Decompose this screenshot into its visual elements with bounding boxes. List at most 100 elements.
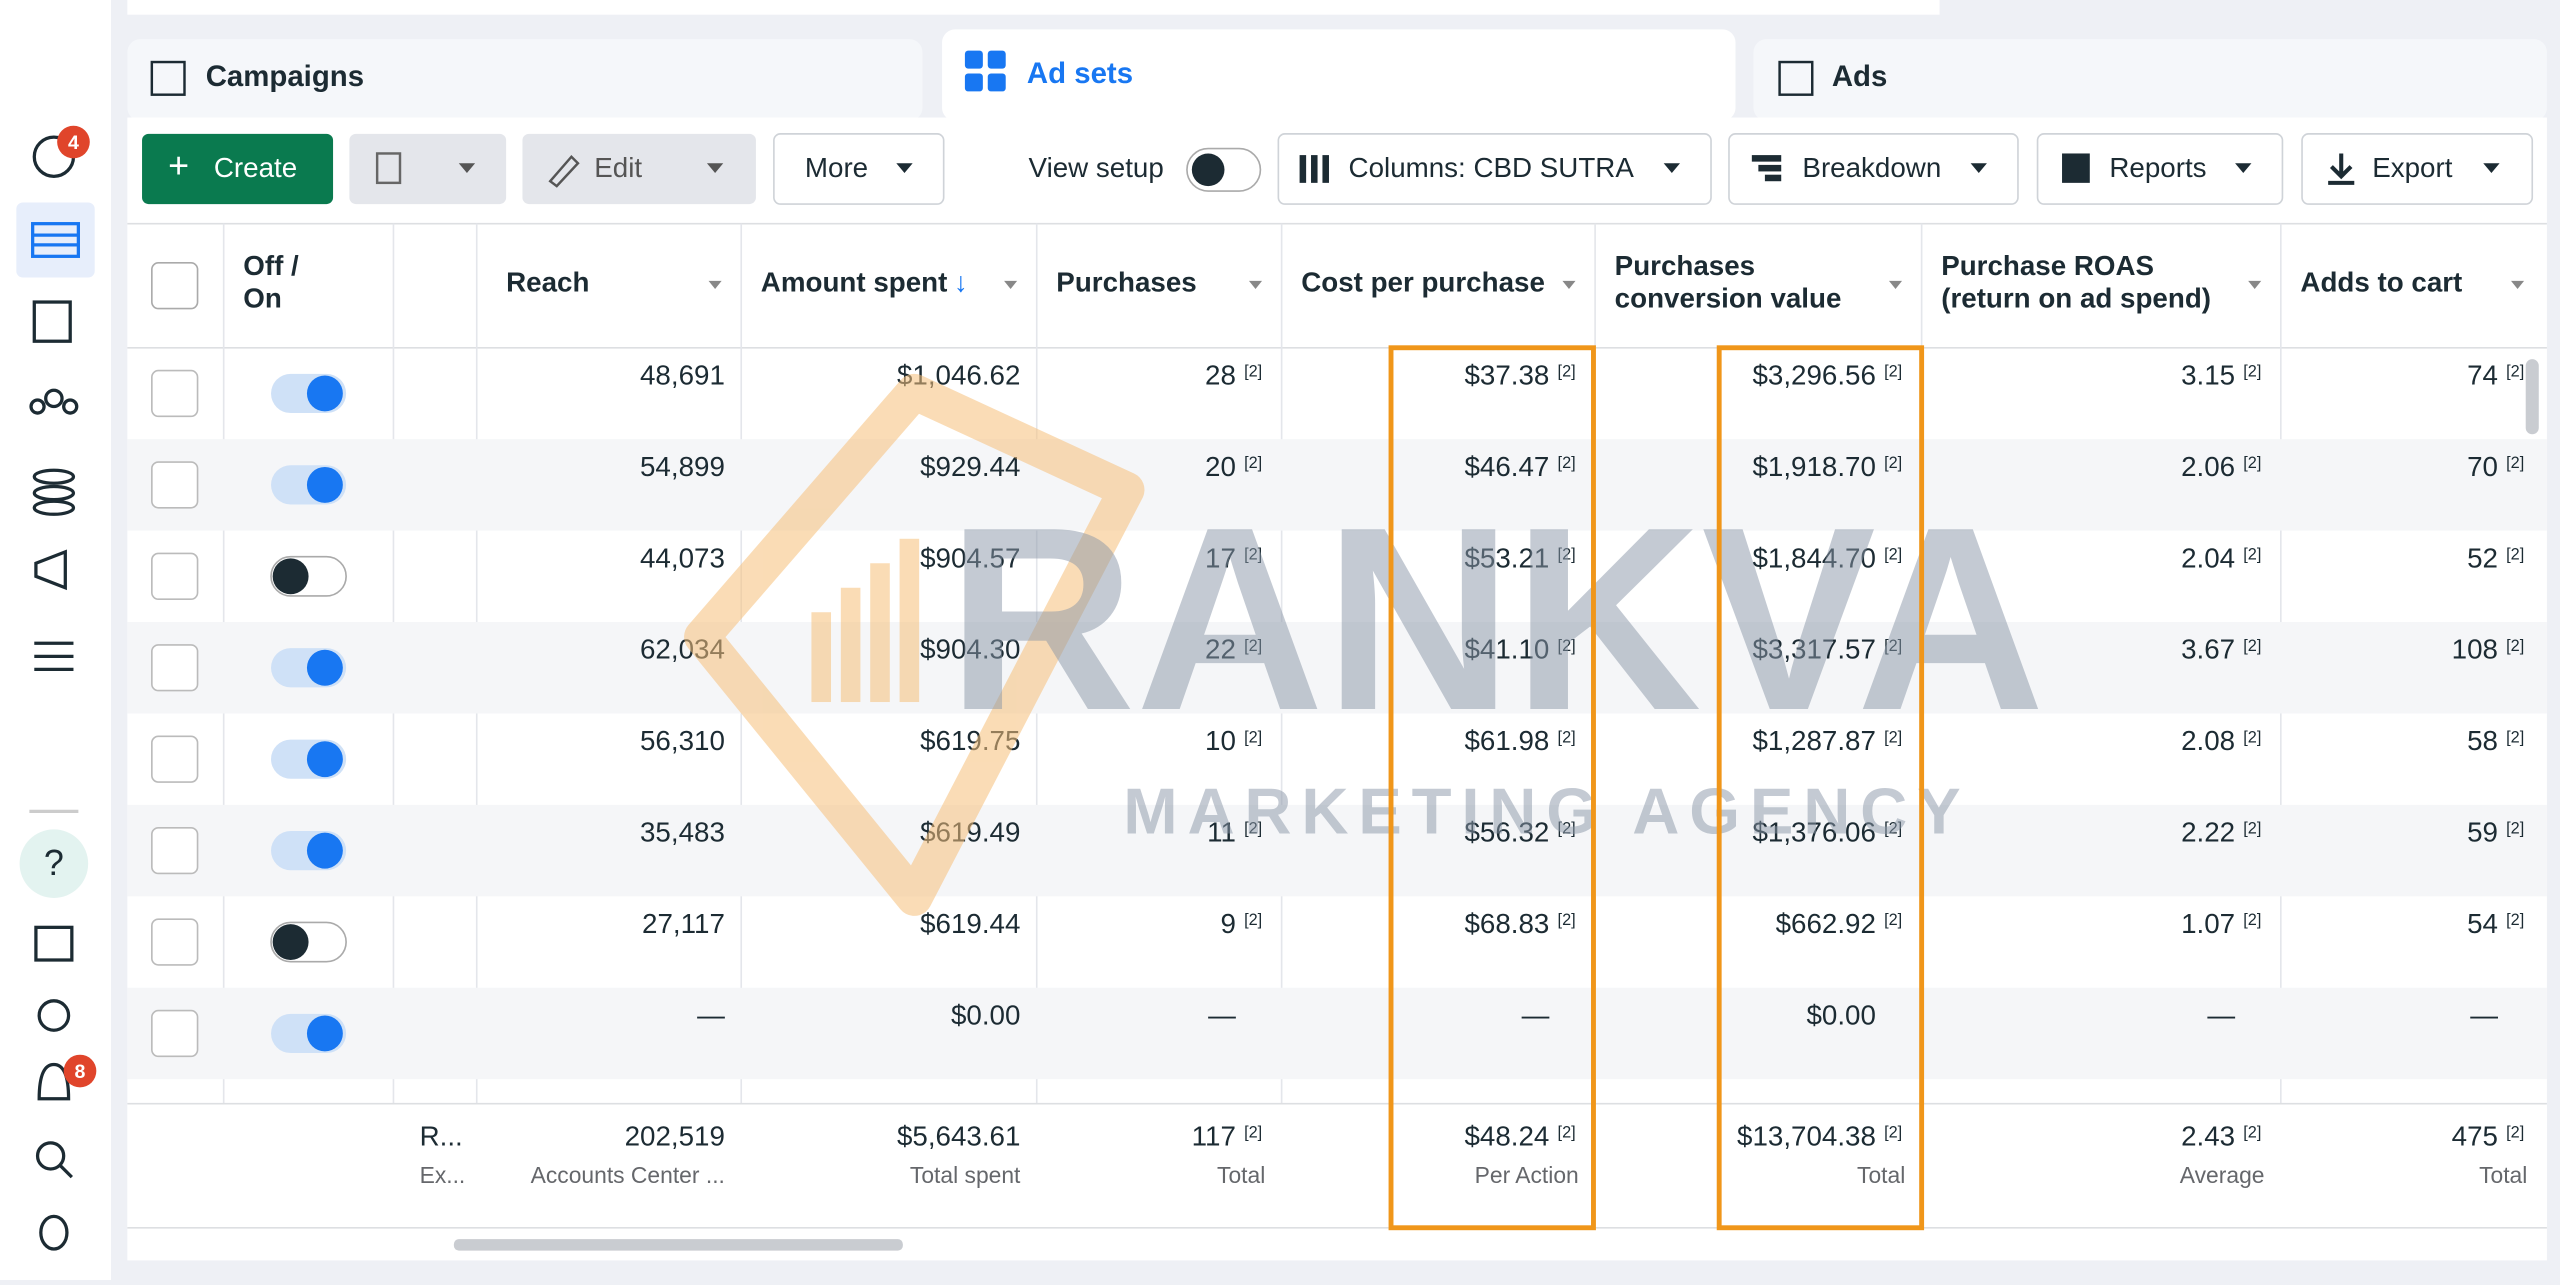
header-label[interactable]: Amount spent: [761, 266, 948, 297]
toggle-knob: [306, 1015, 343, 1052]
cell-value: $56.32: [1464, 817, 1549, 848]
breakdown-icon: [1751, 155, 1782, 182]
row-background: [127, 439, 2547, 531]
cell-value: 20: [1205, 451, 1236, 482]
cell-value: $0.00: [1806, 999, 1875, 1030]
cell-note: [2]: [1244, 1123, 1262, 1141]
sort-caret: [1888, 280, 1903, 289]
cell-note: [2]: [1244, 454, 1262, 472]
v-scrollbar[interactable]: [2525, 359, 2539, 435]
breakdown-button[interactable]: [1728, 133, 2019, 205]
total-caption: Total: [1857, 1162, 1905, 1188]
header-label[interactable]: (return on ad spend): [1941, 283, 2211, 314]
header-label[interactable]: Purchase ROAS: [1941, 250, 2154, 281]
sort-caret: [2248, 280, 2262, 289]
tab-label[interactable]: Ads: [1832, 60, 1888, 93]
sort-caret: [1248, 280, 1263, 289]
checkbox[interactable]: [151, 552, 199, 600]
toggle-knob: [306, 649, 343, 686]
row-background: [127, 987, 2547, 1080]
button-label[interactable]: More: [805, 152, 868, 183]
checkbox[interactable]: [151, 369, 199, 418]
checkbox[interactable]: [151, 735, 199, 783]
columns-button[interactable]: [1277, 133, 1712, 205]
cell-note: [2]: [2506, 820, 2524, 838]
sort-caret: [1562, 280, 1576, 289]
cell-note: [2]: [2243, 454, 2261, 472]
cell-note: [2]: [1244, 911, 1262, 929]
caret: [1663, 163, 1680, 174]
total-caption: Total: [2479, 1162, 2527, 1188]
tab-icon: [1778, 60, 1814, 96]
cell-value: $662.92: [1776, 908, 1876, 939]
cell-note: [2]: [2506, 363, 2524, 381]
cell-value: 52: [2467, 542, 2498, 573]
reports-button[interactable]: [2036, 133, 2284, 205]
cell-value: 3.67: [2181, 634, 2235, 665]
cell-note: [2]: [2506, 454, 2524, 472]
button-label[interactable]: Breakdown: [1802, 152, 1941, 183]
total-value: 202,519: [625, 1120, 725, 1151]
button-label[interactable]: Reports: [2109, 152, 2206, 183]
cell-note: [2]: [1558, 820, 1576, 838]
cell-value: $619.44: [920, 908, 1020, 939]
header-label[interactable]: Purchases: [1056, 266, 1196, 297]
badge: [57, 125, 90, 159]
button-label[interactable]: Export: [2372, 152, 2452, 183]
total-value: 117: [1192, 1120, 1236, 1151]
checkbox[interactable]: [151, 1009, 199, 1058]
sort-caret: [1004, 280, 1018, 289]
checkbox[interactable]: [151, 262, 199, 310]
watermark-brand: RANKVA: [947, 474, 2045, 765]
tab[interactable]: [1753, 39, 2547, 121]
columns-icon: [1299, 155, 1329, 183]
cell-note: [2]: [1244, 637, 1262, 655]
header-label[interactable]: Adds to cart: [2300, 266, 2462, 297]
tab-label[interactable]: Ad sets: [1027, 57, 1133, 90]
header-label: On: [243, 283, 282, 314]
h-scrollbar[interactable]: [453, 1239, 903, 1251]
button-label[interactable]: Edit: [594, 152, 642, 183]
cell-value: 54: [2467, 908, 2498, 939]
header-label[interactable]: Purchases: [1615, 250, 1755, 281]
duplicate-button[interactable]: [349, 133, 507, 205]
tab-label[interactable]: Campaigns: [206, 60, 364, 93]
help-icon[interactable]: ?: [44, 842, 64, 883]
cell-value: $929.44: [920, 451, 1020, 482]
header-label[interactable]: Reach: [506, 266, 589, 297]
total-value: 2.43: [2181, 1120, 2235, 1151]
cell-note: [2]: [2506, 1123, 2524, 1141]
tab[interactable]: [127, 39, 923, 121]
export-button[interactable]: [2301, 133, 2534, 205]
button-label[interactable]: Columns: CBD SUTRA: [1349, 152, 1635, 183]
create-button[interactable]: [142, 133, 334, 205]
cell-note: [2]: [1884, 545, 1902, 563]
edit-button[interactable]: [522, 133, 756, 205]
cell-value: —: [2207, 999, 2235, 1030]
tab-icon: [150, 60, 186, 96]
cell-note: [2]: [1884, 637, 1902, 655]
more-button[interactable]: [773, 133, 945, 205]
cell-note: [2]: [2243, 820, 2261, 838]
caret: [896, 163, 913, 174]
button-label[interactable]: Create: [214, 152, 297, 183]
checkbox[interactable]: [151, 461, 199, 509]
cell-note: [2]: [1558, 454, 1576, 472]
cell-value: —: [1522, 999, 1550, 1030]
checkbox[interactable]: [151, 826, 199, 875]
header-label[interactable]: conversion value: [1615, 283, 1842, 314]
cell-value: 2.22: [2181, 817, 2235, 848]
checkbox[interactable]: [151, 918, 199, 966]
checkbox[interactable]: [151, 644, 199, 692]
header-label[interactable]: Cost per purchase: [1301, 266, 1545, 297]
cell-value: —: [2470, 999, 2498, 1030]
tab-active[interactable]: [942, 29, 1736, 121]
highlight-box: [1388, 345, 1596, 1231]
export-icon: [2328, 153, 2355, 185]
cell-note: [2]: [2243, 637, 2261, 655]
cell-note: [2]: [1244, 728, 1262, 746]
table: Off /On Reach Amount spent ↓ Purchases Cost p…: [127, 222, 2547, 1229]
cell-value: $37.38: [1464, 359, 1549, 390]
sidebar-icons[interactable]: [16, 135, 95, 1251]
